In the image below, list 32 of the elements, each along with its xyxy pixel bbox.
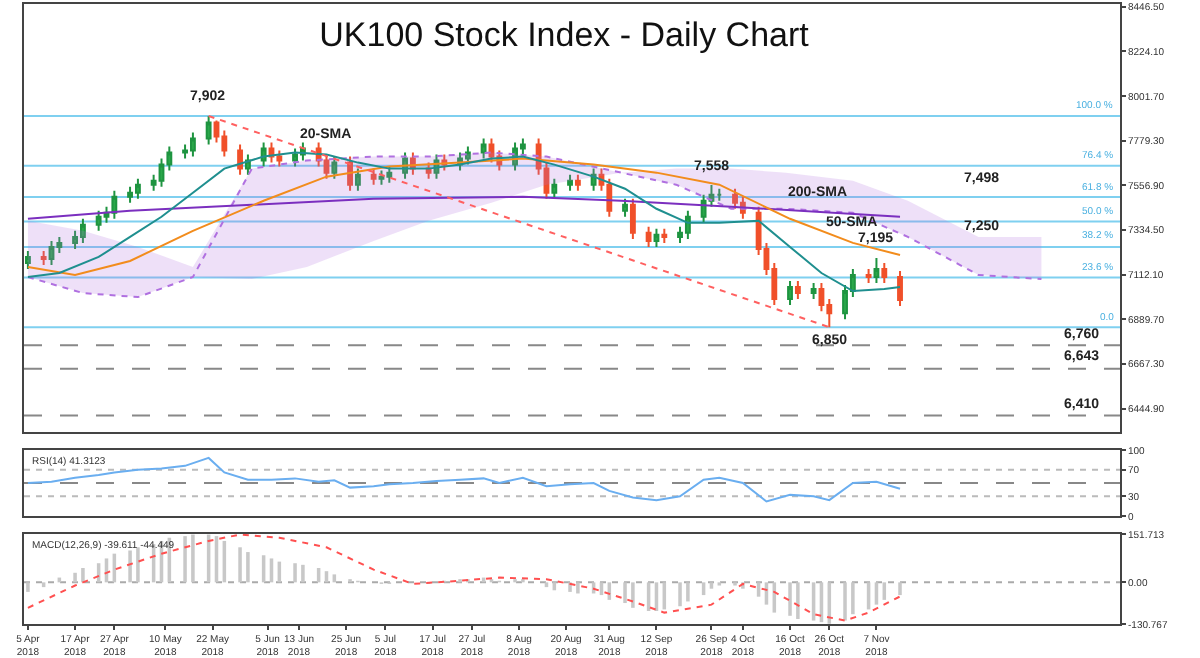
line-series <box>26 456 902 503</box>
candlestick <box>260 141 267 168</box>
candlestick <box>897 270 903 307</box>
candlestick <box>787 280 793 307</box>
candlestick <box>645 225 652 248</box>
candlestick <box>127 185 133 204</box>
candlestick <box>881 261 888 285</box>
candlestick <box>551 177 558 200</box>
candlestick <box>810 282 817 301</box>
candlestick <box>606 177 613 218</box>
candlestick <box>111 189 118 220</box>
candlestick <box>25 249 31 270</box>
candlestick <box>567 173 573 192</box>
candlestick <box>190 131 196 158</box>
candlestick <box>684 209 691 240</box>
candlestick <box>95 209 102 232</box>
candlestick <box>135 177 141 200</box>
candlestick <box>205 115 212 146</box>
candlestick <box>622 197 628 218</box>
candlestick <box>865 268 872 285</box>
chart-title: UK100 Stock Index - Daily Chart <box>319 15 810 54</box>
line-series <box>26 534 902 622</box>
candlestick <box>653 227 660 248</box>
candlestick <box>873 256 880 285</box>
candlestick <box>794 280 801 301</box>
candlestick <box>480 137 487 160</box>
candlestick <box>629 197 636 240</box>
candlestick <box>237 143 243 176</box>
candlestick <box>661 227 668 244</box>
candlestick <box>276 149 283 168</box>
candlestick <box>292 147 298 168</box>
candlestick <box>574 173 581 192</box>
